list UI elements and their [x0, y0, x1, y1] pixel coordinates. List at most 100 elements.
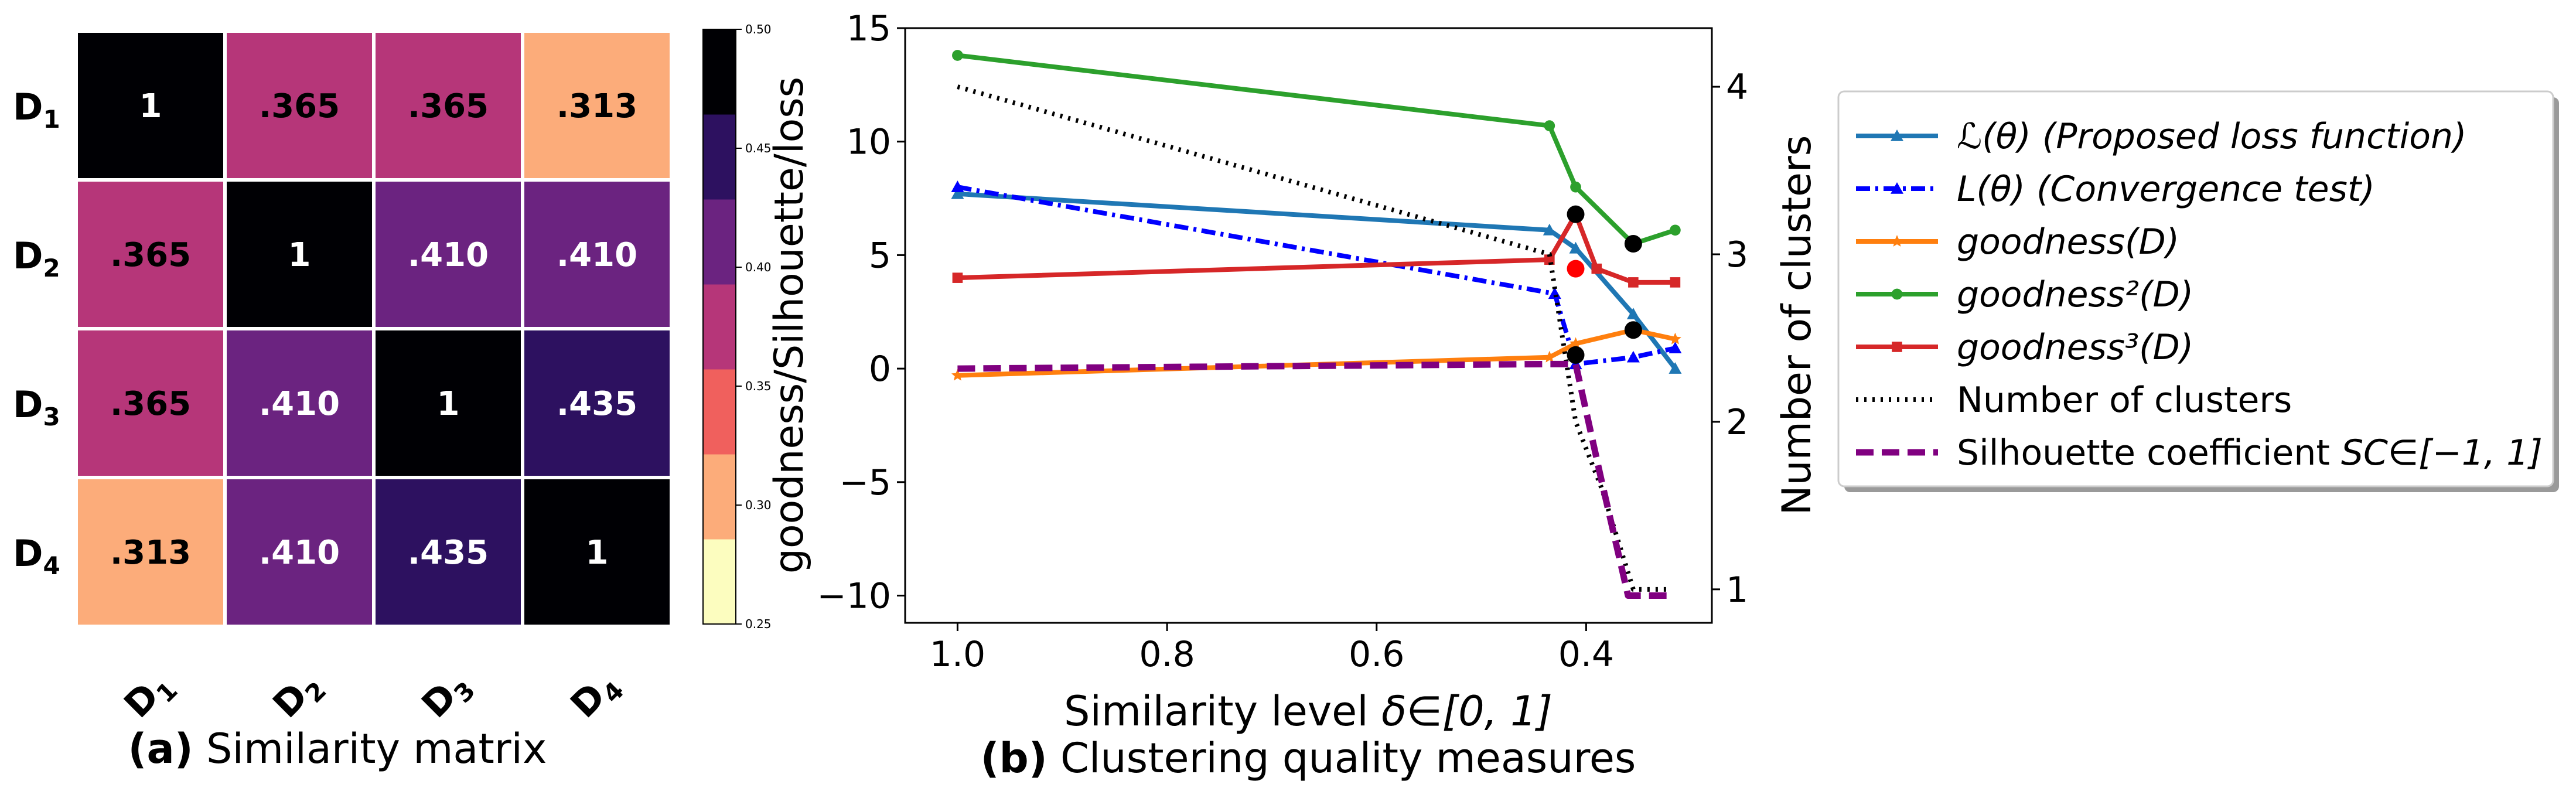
row-label-sub: 3	[43, 403, 60, 431]
colorbar-frame	[702, 29, 736, 625]
series-point-goodness-squared-2	[1544, 120, 1555, 131]
x-axis-ticks: 1.0 0.8 0.6 0.4	[930, 623, 1614, 675]
colorbar-bin-7	[703, 29, 736, 115]
legend-box	[1837, 90, 2554, 487]
series-point-proposed-loss-2	[1543, 223, 1556, 236]
colorbar-tick-label-2: 0.30	[745, 498, 772, 512]
caption-b: (b) Clustering quality measures	[981, 734, 1636, 782]
colorbar-bin-5	[703, 199, 736, 285]
colorbar-bin-6	[703, 114, 736, 200]
series-line-goodness-cubed	[957, 212, 1676, 285]
legend-marker-convergence-test	[1891, 182, 1903, 194]
legend-marker-goodness-squared	[1891, 288, 1903, 300]
caption-a-prefix: (a)	[128, 725, 193, 773]
colorbar-bin-4	[703, 284, 736, 370]
series-point-proposed-loss-5	[1669, 362, 1682, 374]
y-tick-label-3: 5	[869, 235, 891, 276]
black-point-3	[1624, 235, 1642, 253]
legend-label-goodness-cubed: goodness³(D)	[1957, 327, 2193, 368]
series-number-of-clusters	[957, 84, 1670, 592]
caption-b-prefix: (b)	[981, 734, 1048, 782]
x-tick-label-1: 1.0	[930, 634, 985, 675]
legend-label-goodness: goodness(D)	[1957, 221, 2179, 262]
legend-label-math-after: SC∈[−1, 1]	[2341, 432, 2543, 473]
series-line-proposed-loss	[957, 191, 1677, 370]
heatmap-cell-label-2-4: .410	[557, 236, 637, 274]
heatmap-row-label-2: D2	[13, 234, 60, 282]
heatmap-cell-4-1	[74, 476, 227, 628]
series-point-goodness-cubed-5	[1628, 277, 1639, 288]
colorbar-bin-3	[703, 369, 736, 455]
heatmap-cell-label-1-1: 1	[139, 87, 162, 125]
heatmap-cell-4-2	[223, 476, 376, 628]
heatmap-row-label-4: D4	[13, 532, 60, 580]
heatmap-cell-label-4-3: .435	[408, 534, 489, 572]
series-layer	[951, 50, 1682, 599]
y2-axis-ticks: 4 3 2 1	[1712, 67, 1748, 611]
series-point-convergence-test-1	[951, 180, 964, 192]
legend-label-text: (Convergence test)	[2025, 169, 2375, 210]
black-point-1	[1567, 205, 1585, 223]
series-point-goodness-2	[1543, 350, 1556, 363]
heatmap-row-label-1: D1	[13, 86, 60, 134]
legend-entry-goodness: goodness(D)	[1856, 221, 2179, 262]
legend-marker-proposed-loss	[1891, 129, 1903, 141]
series-point-proposed-loss-4	[1626, 308, 1640, 319]
line-chart	[904, 27, 1713, 624]
row-label-main: D	[13, 383, 43, 426]
heatmap-cell-1-2	[223, 29, 376, 182]
colorbar	[702, 29, 736, 625]
heatmap-cell-label-2-1: .365	[110, 236, 191, 274]
row-label-sub: 1	[43, 105, 60, 134]
x-axis-label-math: δ∈[0, 1]	[1381, 687, 1553, 735]
y-tick-label-4: 0	[869, 349, 891, 390]
heatmap-cell-label-3-1: .365	[110, 385, 191, 423]
series-point-goodness-3	[1570, 337, 1582, 349]
heatmap-col-label-2: D2	[264, 662, 332, 729]
heatmap-cell-label-4-1: .313	[110, 534, 191, 572]
x-axis-label-text: Similarity level	[1064, 687, 1381, 735]
legend-label-text: Number of clusters	[1957, 380, 2292, 421]
heatmap-col-labels: D1 D2 D3 D4	[115, 662, 629, 729]
legend	[1837, 90, 2559, 492]
y2-tick-label-3: 2	[1726, 402, 1748, 443]
y2-tick-label-2: 3	[1726, 234, 1748, 275]
heatmap-col-label-3: D3	[413, 662, 480, 729]
series-point-convergence-test-5	[1669, 342, 1682, 354]
heatmap-cell-label-1-4: .313	[557, 87, 637, 125]
caption-b-text: Clustering quality measures	[1048, 734, 1636, 782]
series-point-goodness-cubed-6	[1670, 277, 1681, 288]
x-tick-label-4: 0.4	[1558, 634, 1614, 675]
x-tick-label-2: 0.8	[1139, 634, 1195, 675]
y-tick-label-1: 15	[847, 8, 891, 49]
y2-tick-label-4: 1	[1726, 570, 1748, 611]
legend-marker-goodness-cubed	[1892, 342, 1902, 352]
colorbar-tick-label-3: 0.35	[745, 379, 772, 393]
legend-label-text: (Proposed loss function)	[2031, 116, 2467, 157]
legend-label-goodness-squared: goodness²(D)	[1957, 274, 2193, 315]
y2-axis-label: Number of clusters	[1774, 135, 1820, 516]
series-line-convergence-test	[957, 185, 1676, 367]
series-point-goodness-squared-1	[952, 50, 963, 61]
legend-label-math: L(θ)	[1957, 169, 2025, 210]
series-point-convergence-test-4	[1626, 350, 1640, 363]
max-goodness-cubed-point	[1567, 260, 1585, 278]
y-tick-label-6: −10	[817, 576, 891, 617]
heatmap-cell-label-2-3: .410	[408, 236, 489, 274]
series-goodness-cubed	[952, 209, 1681, 288]
series-point-goodness-1	[951, 369, 964, 381]
caption-a: (a) Similarity matrix	[128, 725, 547, 773]
colorbar-bin-1	[703, 539, 736, 625]
heatmap-cell-label-3-2: .410	[259, 385, 340, 423]
series-point-proposed-loss-3	[1569, 241, 1582, 254]
heatmap-cell-label-1-3: .365	[408, 87, 489, 125]
series-line-number-of-clusters	[957, 84, 1670, 592]
legend-label-math: goodness²(D)	[1957, 274, 2193, 315]
series-point-goodness-cubed-1	[952, 272, 963, 283]
legend-label-text: Silhouette coefficient	[1957, 432, 2341, 473]
heatmap-cell-1-4	[521, 29, 673, 182]
plot-frame	[904, 27, 1713, 624]
heatmap-row-label-3: D3	[13, 383, 60, 431]
